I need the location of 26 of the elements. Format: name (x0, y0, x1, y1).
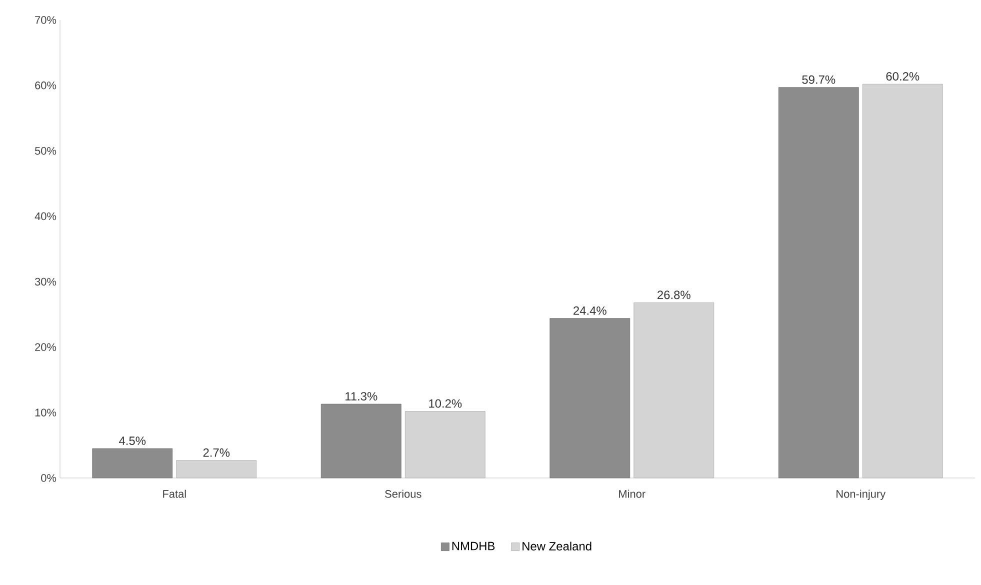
y-tick-label: 70% (35, 16, 56, 24)
y-tick-label: 40% (34, 212, 56, 220)
text: 59.7% (802, 75, 836, 84)
legend-label: NMDHB (452, 542, 495, 550)
y-tick-label: 20% (35, 343, 56, 352)
x-tick-label: Serious (385, 490, 422, 498)
y-tick-label: 0% (41, 474, 56, 482)
y-tick-label: 50% (34, 146, 56, 155)
text: 26.8% (658, 290, 690, 300)
x-tick-label: Non-injury (836, 490, 886, 500)
text: 2.7% (203, 448, 230, 457)
text: 60.2% (886, 72, 920, 81)
text: 10.2% (429, 399, 462, 408)
text: 11.3% (346, 392, 378, 401)
legend-label: New Zealand (522, 542, 592, 550)
y-tick-label: 30% (34, 278, 56, 286)
bar (550, 318, 630, 478)
x-tick-label: Fatal (163, 490, 186, 498)
x-tick-label: Minor (619, 490, 646, 498)
bar (320, 404, 402, 478)
y-tick-label: 10% (35, 408, 56, 416)
bar (778, 87, 859, 478)
y-tick-label: 60% (35, 82, 56, 90)
text: 24.4% (574, 306, 606, 315)
bar (92, 448, 173, 478)
text: 4.5% (119, 436, 146, 446)
